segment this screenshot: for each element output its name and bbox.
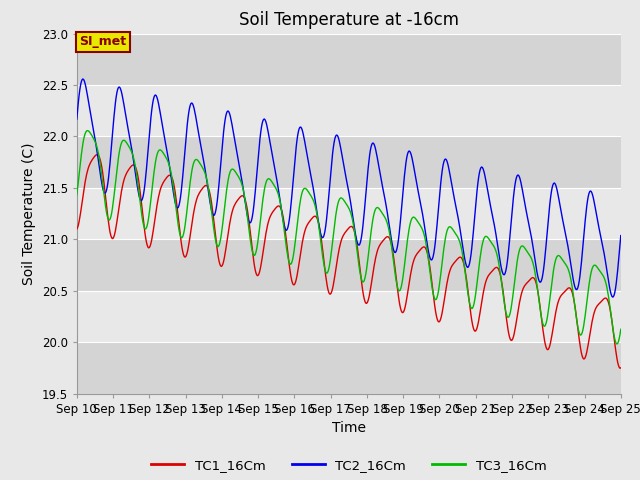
Bar bbox=[77, 342, 621, 394]
Bar bbox=[77, 188, 621, 240]
X-axis label: Time: Time bbox=[332, 421, 366, 435]
Text: SI_met: SI_met bbox=[79, 36, 127, 48]
Legend: TC1_16Cm, TC2_16Cm, TC3_16Cm: TC1_16Cm, TC2_16Cm, TC3_16Cm bbox=[146, 454, 552, 477]
Bar bbox=[77, 34, 621, 85]
Bar bbox=[77, 136, 621, 188]
Title: Soil Temperature at -16cm: Soil Temperature at -16cm bbox=[239, 11, 459, 29]
Bar bbox=[77, 85, 621, 136]
Bar bbox=[77, 240, 621, 291]
Bar bbox=[77, 291, 621, 342]
Y-axis label: Soil Temperature (C): Soil Temperature (C) bbox=[22, 143, 36, 285]
